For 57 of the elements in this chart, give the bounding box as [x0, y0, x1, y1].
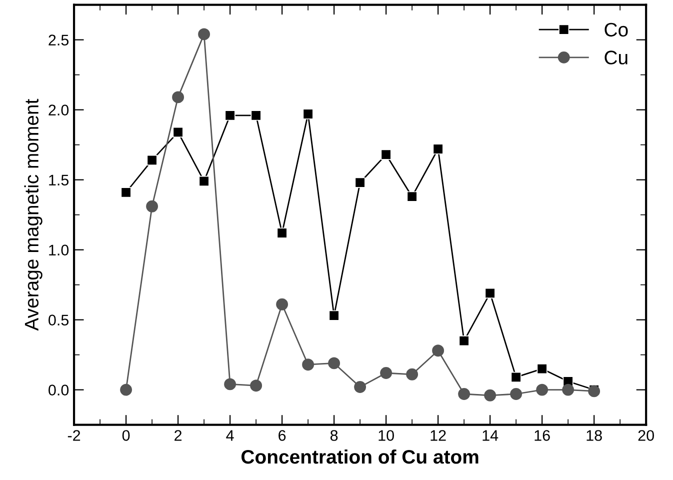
y-tick-label: 2.5: [48, 34, 69, 46]
x-tick-label: 8: [330, 430, 338, 441]
point: [380, 149, 392, 160]
point: [120, 187, 132, 198]
x-tick-label: 14: [482, 430, 498, 441]
point: [276, 298, 288, 310]
y-tick-label: 1.5: [49, 174, 69, 186]
point: [484, 389, 496, 402]
point: [224, 110, 236, 121]
point: [536, 364, 548, 374]
x-axis-title: Concentration of Cu atom: [242, 449, 478, 464]
point: [328, 310, 340, 321]
point: [406, 368, 418, 380]
point: [354, 177, 366, 188]
point: [172, 91, 184, 104]
x-tick-label: 18: [586, 430, 602, 441]
point: [484, 288, 496, 298]
point: [198, 176, 210, 186]
point: [302, 108, 314, 120]
legend-label: Co: [604, 22, 628, 37]
y-axis-title: Average magnetic moment: [24, 98, 42, 331]
point: [250, 110, 262, 121]
x-tick-label: 16: [534, 430, 550, 441]
point: [250, 380, 262, 392]
y-tick-label: 0.5: [48, 314, 69, 326]
point: [432, 344, 444, 357]
x-tick-label: -2: [68, 430, 80, 441]
point: [328, 357, 340, 370]
point: [510, 372, 522, 382]
legend-label: Cu: [604, 50, 628, 64]
x-tick-label: 10: [378, 430, 394, 441]
x-tick-label: 6: [278, 430, 286, 441]
point: [276, 228, 288, 238]
x-tick-label: 20: [638, 430, 654, 441]
point: [172, 126, 184, 138]
y-tick-label: 2.0: [48, 104, 69, 116]
point: [380, 367, 392, 379]
y-tick-label: 1.0: [49, 244, 69, 256]
point: [432, 144, 444, 154]
point: [562, 384, 574, 396]
y-tick-label: 0.0: [48, 384, 69, 396]
point: [354, 381, 366, 393]
point: [198, 28, 210, 40]
point: [224, 378, 236, 390]
point: [120, 384, 132, 396]
x-tick-label: 12: [430, 430, 446, 441]
x-tick-label: 2: [174, 430, 182, 441]
point: [146, 154, 158, 166]
point: [406, 191, 418, 202]
x-tick-label: 0: [122, 430, 130, 441]
point: [302, 358, 314, 371]
point: [458, 336, 470, 346]
point: [510, 388, 522, 400]
point: [146, 200, 158, 212]
point: [458, 388, 470, 400]
x-tick-label: 4: [226, 430, 234, 441]
point: [536, 384, 548, 396]
